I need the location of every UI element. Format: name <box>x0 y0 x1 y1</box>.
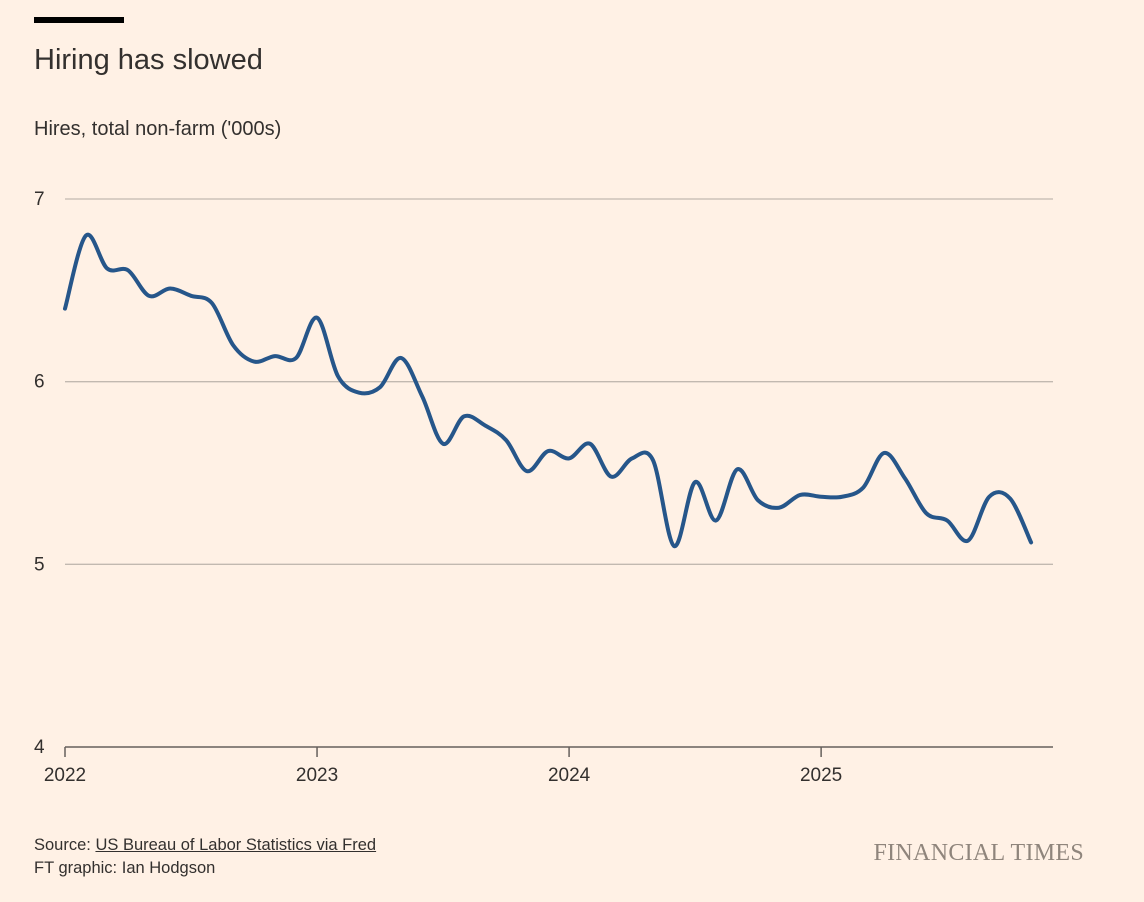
chart-title: Hiring has slowed <box>34 44 263 76</box>
y-axis: 4 5 6 7 <box>34 189 45 758</box>
chart-subtitle: Hires, total non-farm ('000s) <box>34 118 282 140</box>
x-tick-label-2022: 2022 <box>44 765 86 786</box>
credit-line: FT graphic: Ian Hodgson <box>34 859 216 877</box>
x-tick-label-2023: 2023 <box>296 765 338 786</box>
footer: Source: US Bureau of Labor Statistics vi… <box>34 834 376 880</box>
source-label: Source: <box>34 836 96 854</box>
x-axis: 2022 2023 2024 2025 <box>44 746 1053 786</box>
source-line: Source: US Bureau of Labor Statistics vi… <box>34 834 376 857</box>
financial-times-logo: FINANCIAL TIMES <box>873 840 1084 866</box>
line-chart: 4 5 6 7 2022 2023 2024 2025 <box>34 189 1053 786</box>
y-tick-label-5: 5 <box>34 554 45 575</box>
title-accent-bar <box>34 17 124 23</box>
y-tick-label-6: 6 <box>34 372 45 393</box>
series-layer <box>63 232 1034 549</box>
y-tick-label-4: 4 <box>34 737 45 758</box>
y-tick-label-7: 7 <box>34 189 45 210</box>
source-link[interactable]: US Bureau of Labor Statistics via Fred <box>95 836 377 854</box>
x-tick-label-2025: 2025 <box>800 765 842 786</box>
series-line-hires <box>63 232 1034 549</box>
gridlines <box>65 198 1053 565</box>
x-tick-label-2024: 2024 <box>548 765 591 786</box>
